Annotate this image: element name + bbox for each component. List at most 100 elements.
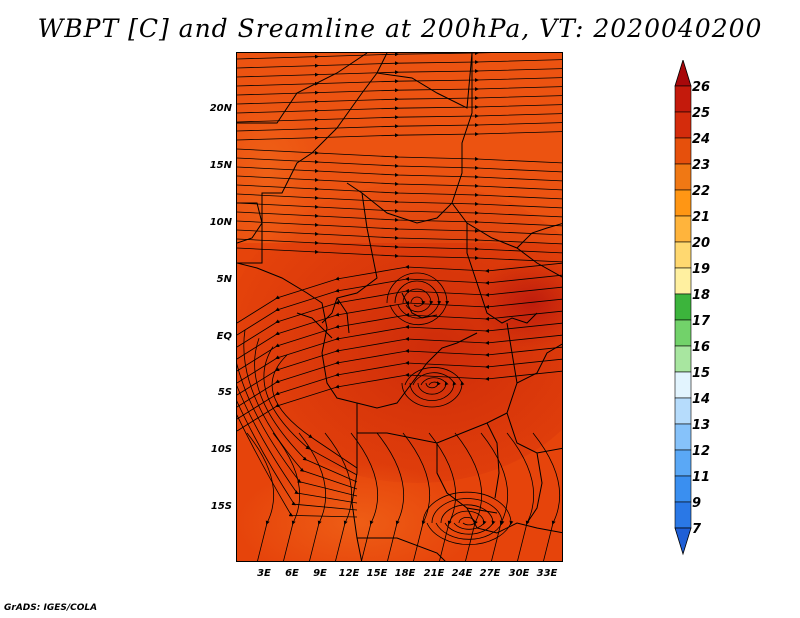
colorbar-segment [674, 137, 692, 165]
lon-label-15e: 15E [366, 568, 388, 579]
lon-label-18e: 18E [394, 568, 416, 579]
lat-label-10n: 10N [209, 217, 232, 228]
lon-label-30e: 30E [508, 568, 530, 579]
streamline [237, 322, 562, 384]
streamline [237, 370, 562, 432]
streamline [237, 334, 562, 396]
streamline [237, 202, 562, 218]
streamline [237, 211, 562, 227]
streamline [237, 358, 562, 420]
colorbar-label-11: 11 [692, 470, 711, 485]
colorbar-label-25: 25 [692, 106, 711, 121]
colorbar-label-14: 14 [692, 392, 711, 407]
streamline [271, 354, 358, 469]
lat-label-15s: 15S [210, 501, 232, 512]
streamline [417, 377, 449, 395]
streamline [237, 346, 562, 408]
lon-label-12e: 12E [338, 568, 360, 579]
colorbar-label-15: 15 [692, 366, 711, 381]
colorbar-label-20: 20 [692, 236, 711, 251]
streamline [237, 59, 562, 69]
streamline [263, 346, 358, 476]
colorbar-segment [674, 111, 692, 139]
colorbar-label-16: 16 [692, 340, 711, 355]
streamline [237, 184, 562, 200]
colorbar-label-18: 18 [692, 288, 711, 303]
streamline [237, 286, 562, 348]
streamline [246, 432, 275, 561]
colorbar-segment [674, 449, 692, 477]
colorbar [674, 60, 692, 556]
streamline [237, 86, 562, 96]
streamline [237, 68, 562, 78]
lon-label-27e: 27E [479, 568, 501, 579]
colorbar-label-24: 24 [692, 132, 711, 147]
streamline [254, 338, 358, 483]
streamline [237, 113, 562, 123]
streamline [237, 363, 358, 497]
streamline [237, 400, 358, 511]
streamline [506, 432, 535, 561]
lat-label-5n: 5N [216, 274, 232, 285]
streamline [237, 77, 562, 87]
colorbar-segment [674, 345, 692, 373]
streamline [237, 131, 562, 141]
streamline [422, 491, 514, 545]
lon-label-9e: 9E [313, 568, 327, 579]
colorbar-label-23: 23 [692, 158, 711, 173]
streamline [237, 274, 562, 336]
lon-label-21e: 21E [423, 568, 445, 579]
streamlines [237, 53, 562, 561]
colorbar-label-12: 12 [692, 444, 711, 459]
streamline [237, 238, 562, 254]
streamline [237, 414, 358, 518]
streamline [243, 329, 358, 490]
chart-title: WBPT [C] and Sreamline at 200hPa, VT: 20… [37, 14, 763, 43]
streamline [410, 296, 426, 307]
lon-label-24e: 24E [451, 568, 473, 579]
colorbar-label-19: 19 [692, 262, 711, 277]
colorbar-label-7: 7 [692, 522, 702, 537]
streamline [237, 193, 562, 209]
streamline [386, 272, 450, 326]
streamline [237, 122, 562, 132]
streamline [237, 262, 562, 324]
streamline [425, 381, 441, 389]
streamline [458, 517, 478, 526]
lat-label-20n: 20N [209, 103, 232, 114]
streamline [402, 288, 434, 313]
lon-label-3e: 3E [257, 568, 271, 579]
streamline [237, 157, 562, 173]
streamline [532, 432, 561, 561]
colorbar-segment [674, 501, 692, 529]
streamline [402, 432, 431, 561]
streamline [409, 372, 457, 401]
streamline [237, 175, 562, 191]
streamline [237, 385, 358, 504]
colorbar-label-26: 26 [692, 80, 711, 95]
lon-label-6e: 6E [285, 568, 299, 579]
streamline [237, 247, 562, 263]
streamline [440, 504, 496, 535]
streamline [237, 104, 562, 114]
streamline [449, 510, 487, 530]
lat-label-5s: 5S [217, 387, 232, 398]
streamline [324, 432, 353, 561]
colorbar-segment [674, 371, 692, 399]
streamline [272, 432, 301, 561]
colorbar-segment [674, 163, 692, 191]
colorbar-top-arrow [674, 60, 692, 87]
streamline [237, 229, 562, 245]
wbpt-field-south-cool [237, 463, 477, 561]
colorbar-segment [674, 241, 692, 269]
colorbar-segment [674, 215, 692, 243]
colorbar-label-21: 21 [692, 210, 711, 225]
grads-credit: GrADS: IGES/COLA [4, 603, 98, 613]
streamline [237, 220, 562, 236]
colorbar-label-13: 13 [692, 418, 711, 433]
colorbar-segment [674, 189, 692, 217]
streamline [394, 280, 442, 319]
lat-label-10s: 10S [210, 444, 232, 455]
colorbar-segment [674, 423, 692, 451]
colorbar-label-22: 22 [692, 184, 711, 199]
